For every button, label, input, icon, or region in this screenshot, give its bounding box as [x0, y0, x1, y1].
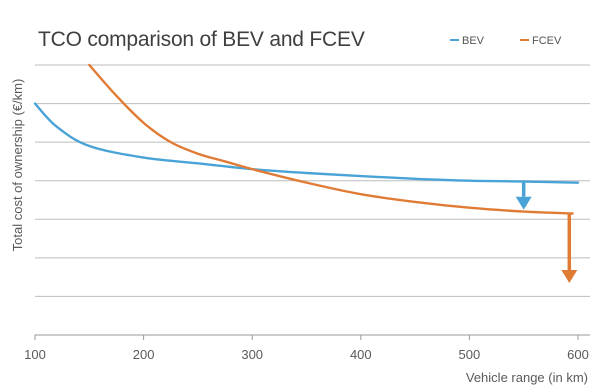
arrow-bev	[515, 181, 532, 210]
grid-lines	[35, 64, 590, 297]
legend-label: FCEV	[532, 35, 562, 47]
series-layer	[33, 63, 580, 215]
legend-item-fcev: FCEV	[520, 35, 562, 47]
x-tick-label: 200	[133, 347, 155, 362]
x-tick-label: 600	[567, 347, 589, 362]
legend-label: BEV	[462, 35, 485, 47]
annotation-arrows	[515, 181, 578, 283]
legend-item-bev: BEV	[450, 35, 485, 47]
x-axis: 100 200 300 400 500 600	[24, 334, 590, 362]
x-axis-label: Vehicle range (in km)	[466, 370, 588, 385]
x-tick-label: 500	[459, 347, 481, 362]
chart-title: TCO comparison of BEV and FCEV	[38, 28, 365, 51]
x-tick-label: 300	[241, 347, 263, 362]
series-line-fcev	[88, 63, 574, 215]
arrow-head	[515, 196, 532, 210]
arrow-fcev	[561, 213, 578, 283]
legend: BEV FCEV	[450, 35, 562, 47]
arrow-head	[561, 270, 578, 283]
y-axis-label: Total cost of ownership (€/km)	[10, 79, 25, 252]
x-tick-label: 400	[350, 347, 372, 362]
x-tick-label: 100	[24, 347, 46, 362]
series-line-bev	[33, 102, 580, 184]
